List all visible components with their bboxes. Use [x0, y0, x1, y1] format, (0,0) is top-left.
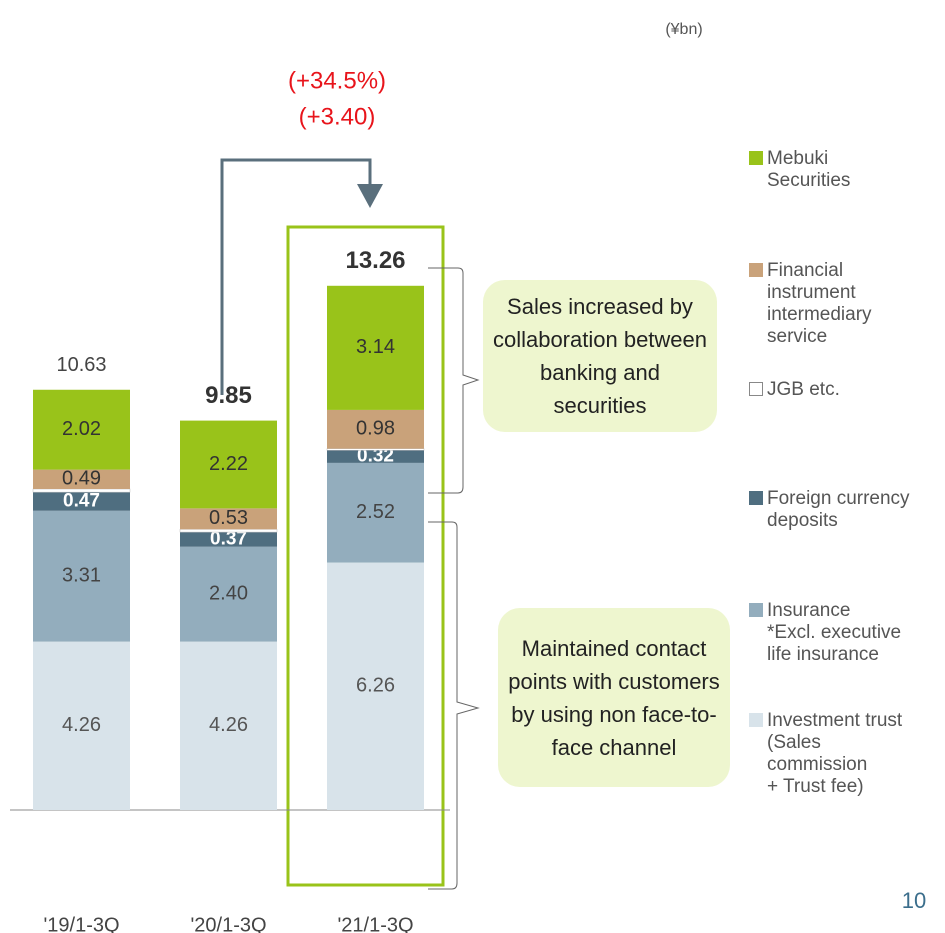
- page-number: 10: [902, 888, 926, 913]
- arrow-head: [357, 184, 383, 208]
- legend-swatch: [749, 603, 763, 617]
- legend-label: Financial instrument intermediary servic…: [767, 260, 872, 347]
- bar-segment: [180, 420, 277, 509]
- legend-swatch: [749, 491, 763, 505]
- value-label: 6.26: [356, 675, 395, 697]
- legend-label: JGB etc.: [767, 379, 840, 400]
- legend-swatch: [749, 263, 763, 277]
- total-label: 10.63: [56, 354, 106, 376]
- bar-segment: [179, 529, 278, 533]
- change-abs: (+3.40): [299, 103, 376, 130]
- change-pct: (+34.5%): [288, 67, 386, 94]
- bar-segment: [327, 285, 424, 410]
- legend-label: Insurance *Excl. executive life insuranc…: [767, 600, 902, 665]
- bar-segment: [33, 469, 130, 489]
- x-tick-label: '20/1-3Q: [190, 914, 266, 933]
- bar-segment: [180, 532, 277, 547]
- total-label: 13.26: [345, 247, 405, 274]
- bar-segment: [33, 389, 130, 470]
- value-label: 3.31: [62, 564, 101, 586]
- x-tick-label: '21/1-3Q: [337, 914, 413, 933]
- bar-segment: [327, 562, 424, 810]
- value-label: 0.49: [62, 468, 101, 490]
- legend-label: Foreign currency deposits: [767, 488, 910, 531]
- bracket-bottom: [428, 521, 480, 890]
- legend-label: Investment trust (Sales commission + Tru…: [767, 710, 903, 797]
- value-label: 0.47: [63, 490, 100, 511]
- value-label: 2.22: [209, 453, 248, 475]
- bar-segment: [33, 641, 130, 810]
- bracket-top: [428, 267, 480, 494]
- bar-segment: [327, 409, 424, 449]
- value-label: 2.52: [356, 501, 395, 523]
- value-label: 2.40: [209, 582, 248, 604]
- total-label: 9.85: [205, 382, 252, 409]
- bar-segment: [326, 448, 425, 451]
- unit-label: (¥bn): [665, 21, 702, 38]
- value-label: 4.26: [62, 714, 101, 736]
- bar-segment: [180, 641, 277, 810]
- value-label: 3.14: [356, 336, 395, 358]
- value-label: 4.26: [209, 714, 248, 736]
- value-label: 2.02: [62, 418, 101, 440]
- bar-segment: [180, 546, 277, 642]
- bar-segment: [33, 510, 130, 642]
- connector: [220, 158, 372, 395]
- bar-segment: [33, 492, 130, 511]
- bar-segment: [327, 450, 424, 463]
- legend-swatch: [749, 713, 763, 727]
- callout: Maintained contact points with customers…: [498, 608, 730, 787]
- bar-segment: [180, 508, 277, 530]
- value-label: 0.98: [356, 418, 395, 440]
- value-label: 0.37: [210, 528, 247, 549]
- legend-swatch: [749, 382, 763, 396]
- value-label: 0.53: [209, 507, 248, 529]
- legend-label: Mebuki Securities: [767, 148, 851, 191]
- x-tick-label: '19/1-3Q: [43, 914, 119, 933]
- callout: Sales increased by collaboration between…: [483, 280, 717, 432]
- bar-segment: [327, 462, 424, 563]
- legend-swatch: [749, 151, 763, 165]
- highlight-box: [286, 225, 445, 887]
- value-label: 0.32: [357, 446, 394, 467]
